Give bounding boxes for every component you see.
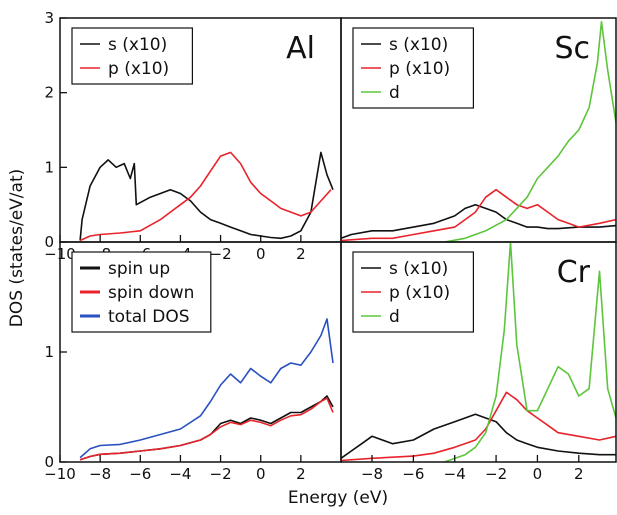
legend-entry: d xyxy=(389,307,400,327)
legend-entry: s (x10) xyxy=(108,35,167,55)
x-tick-label: −8 xyxy=(89,465,111,483)
series-line-total-dos xyxy=(79,318,334,459)
series-line-s-x10- xyxy=(340,203,617,240)
legend-entry: total DOS xyxy=(108,307,190,327)
series-line-spin-down xyxy=(79,397,334,461)
x-tick-label: 0 xyxy=(533,465,543,483)
x-tick-label: 2 xyxy=(296,245,306,263)
series-line-p-x10- xyxy=(340,391,617,462)
panel-top-right: s (x10) p (x10) d Sc xyxy=(340,17,617,243)
x-tick-label: 0 xyxy=(256,245,266,263)
element-label: Al xyxy=(286,31,315,66)
x-tick-label: −6 xyxy=(129,465,151,483)
x-tick-label: 2 xyxy=(296,465,306,483)
legend-entry: p (x10) xyxy=(389,283,450,303)
panel-frame xyxy=(340,241,617,463)
series-line-s-x10- xyxy=(340,413,616,459)
legend-entry: spin down xyxy=(108,283,194,303)
x-axis-title: Energy (eV) xyxy=(288,488,388,508)
y-tick-label: 3 xyxy=(44,9,54,27)
x-tick-label: −6 xyxy=(402,465,424,483)
x-tick-label: −2 xyxy=(210,245,232,263)
series-line-p-x10- xyxy=(79,151,332,242)
x-tick-label: −2 xyxy=(485,465,507,483)
legend-entry: s (x10) xyxy=(389,35,448,55)
series-line-d xyxy=(444,241,617,463)
x-tick-label: −4 xyxy=(444,465,466,483)
x-tick-label: −2 xyxy=(210,465,232,483)
legend-entry: p (x10) xyxy=(108,59,169,79)
panel-bottom-right: −8 −6 −4 −2 0 2 s (x10) p (x10) d Cr xyxy=(340,241,617,483)
y-tick-label: 0 xyxy=(44,233,54,251)
y-tick-label: 2 xyxy=(44,84,54,102)
series-line-p-x10- xyxy=(340,188,617,242)
y-tick-label: 1 xyxy=(44,158,54,176)
y-tick-label: 1 xyxy=(44,343,54,361)
element-label: Cr xyxy=(557,255,591,290)
legend-entry: s (x10) xyxy=(389,259,448,279)
y-axis-title: DOS (states/eV/at) xyxy=(7,169,27,327)
x-tick-label: −10 xyxy=(44,465,76,483)
panels-layer: −10 −8 −6 −4 −2 0 2 0 1 2 3 s (x10) p (x10) Al s (x10)… xyxy=(44,9,617,483)
x-tick-label: −4 xyxy=(169,465,191,483)
element-label: Sc xyxy=(554,31,590,66)
x-tick-label: 2 xyxy=(574,465,584,483)
x-tick-label: 0 xyxy=(256,465,266,483)
y-tick-label: 0 xyxy=(44,453,54,471)
legend-entry: d xyxy=(389,83,400,103)
legend-entry: p (x10) xyxy=(389,59,450,79)
panel-bottom-left: −10 −8 −6 −4 −2 0 2 0 1 spin up spin down total DOS xyxy=(44,241,342,483)
series-line-d xyxy=(444,20,617,243)
legend-box xyxy=(71,27,194,85)
series-line-spin-up xyxy=(79,395,334,461)
legend-entry: spin up xyxy=(108,259,170,279)
x-tick-label: −8 xyxy=(361,465,383,483)
series-line-s-x10- xyxy=(79,151,334,241)
